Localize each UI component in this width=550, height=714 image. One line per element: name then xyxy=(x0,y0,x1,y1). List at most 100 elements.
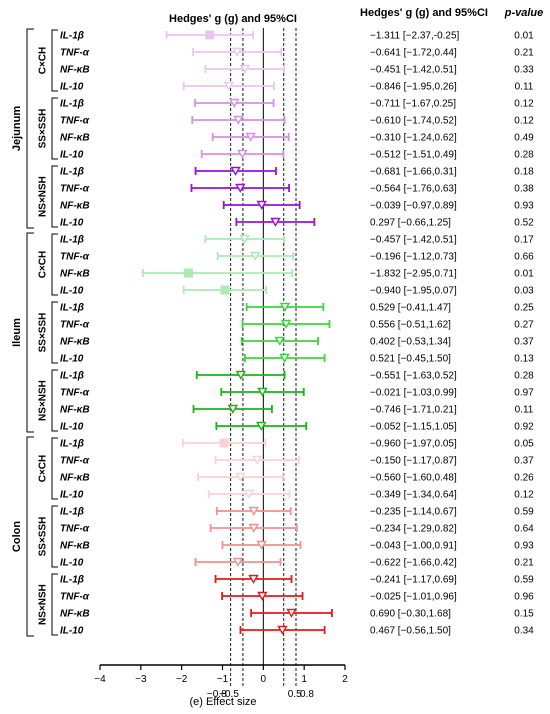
p-value: 0.93 xyxy=(514,201,534,212)
stat-text: −0.960 [−1.97,0.05] xyxy=(370,439,457,450)
p-value: 0.21 xyxy=(514,48,534,59)
point-triangle xyxy=(280,319,292,329)
point-triangle xyxy=(233,115,244,125)
point-triangle xyxy=(279,302,291,312)
row-label: IL-1β xyxy=(60,99,84,110)
row-label: TNF-α xyxy=(60,48,90,59)
point-triangle xyxy=(232,557,244,567)
point-triangle xyxy=(243,489,255,499)
point-triangle xyxy=(257,387,268,397)
row-label: TNF-α xyxy=(60,184,90,195)
group-bracket xyxy=(51,97,58,160)
stat-text: −0.681 [−1.66,0.31] xyxy=(370,167,457,178)
stat-text: −0.641 [−1.72,0.44] xyxy=(370,48,457,59)
x-tick-label: −3 xyxy=(135,674,147,685)
row-label: IL-10 xyxy=(60,286,84,297)
p-value: 0.96 xyxy=(514,592,534,603)
row-label: IL-1β xyxy=(60,167,84,178)
group-bracket xyxy=(51,29,58,92)
stats-header: Hedges' g (g) and 95%CI xyxy=(360,7,488,19)
p-value: 0.15 xyxy=(514,609,534,620)
group-bracket xyxy=(51,437,58,500)
group-label: NS×NSH xyxy=(38,584,49,625)
point-triangle xyxy=(248,574,259,584)
stat-text: 0.556 [−0.51,1.62] xyxy=(370,320,451,331)
point-triangle xyxy=(248,506,259,516)
p-value: 0.26 xyxy=(514,473,534,484)
stat-text: −0.846 [−1.95,0.26] xyxy=(370,82,457,93)
row-label: TNF-α xyxy=(60,592,90,603)
stat-text: −0.025 [−1.01,0.96] xyxy=(370,592,457,603)
p-value: 0.12 xyxy=(514,99,534,110)
row-label: NF-κB xyxy=(60,269,90,280)
row-label: TNF-α xyxy=(60,320,90,331)
row-label: IL-1β xyxy=(60,31,84,42)
stat-text: −0.560 [−1.60,0.48] xyxy=(370,473,457,484)
p-value: 0.01 xyxy=(514,31,534,42)
forest-rows: IL-1β −1.311 [−2.37,-0.25] 0.01 TNF-α −0.641… xyxy=(60,30,534,637)
row-label: IL-10 xyxy=(60,150,84,161)
group-bracket xyxy=(51,573,58,636)
point-triangle xyxy=(235,370,247,380)
row-label: IL-1β xyxy=(60,371,84,382)
p-value: 0.11 xyxy=(515,405,534,416)
plot-header: Hedges' g (g) and 95%CI xyxy=(169,13,297,25)
x-tick-label: −1 xyxy=(217,674,229,685)
stat-text: −0.746 [−1.71,0.21] xyxy=(370,405,457,416)
point-triangle xyxy=(256,421,267,431)
stat-text: −0.150 [−1.17,0.87] xyxy=(370,456,457,467)
row-label: IL-1β xyxy=(60,439,84,450)
stat-text: 0.402 [−0.53,1.34] xyxy=(370,337,451,348)
point-triangle xyxy=(270,217,281,227)
group-label: SS×SSH xyxy=(38,313,49,353)
group-label: NS×NSH xyxy=(38,176,49,217)
p-value: 0.37 xyxy=(514,456,534,467)
x-tick-label: 1 xyxy=(301,674,307,685)
x-tick-label: 2 xyxy=(342,674,348,685)
point-triangle xyxy=(227,404,239,414)
stat-text: −0.711 [−1.67,0.25] xyxy=(370,99,456,110)
p-value-header: p-value xyxy=(504,7,544,19)
point-triangle xyxy=(231,47,243,57)
p-value: 0.93 xyxy=(514,541,534,552)
p-value: 0.01 xyxy=(514,269,534,280)
point-triangle xyxy=(239,64,251,74)
row-label: NF-κB xyxy=(60,133,90,144)
point-triangle xyxy=(257,591,268,601)
p-value: 0.52 xyxy=(514,218,534,229)
p-value: 0.37 xyxy=(514,337,534,348)
p-value: 0.25 xyxy=(514,303,534,314)
x-tick-label: 0 xyxy=(261,674,267,685)
ref-line-label: 0.5 xyxy=(288,689,302,700)
section-bracket xyxy=(26,28,34,229)
section-bracket xyxy=(26,436,34,637)
p-value: 0.12 xyxy=(514,116,534,127)
group-bracket xyxy=(51,505,58,568)
p-value: 0.66 xyxy=(514,252,534,263)
p-value: 0.28 xyxy=(514,150,534,161)
point-triangle xyxy=(245,132,256,142)
stat-text: −0.622 [−1.66,0.42] xyxy=(370,558,457,569)
p-value: 0.05 xyxy=(514,439,534,450)
p-value: 0.59 xyxy=(514,575,534,586)
stat-text: −0.610 [−1.74,0.52] xyxy=(370,116,457,127)
x-axis-label: (e) Effect size xyxy=(189,696,256,708)
point-triangle xyxy=(252,455,263,465)
section-label: Jejunum xyxy=(11,106,23,151)
point-triangle xyxy=(248,523,259,533)
p-value: 0.49 xyxy=(514,133,534,144)
row-label: IL-1β xyxy=(60,303,84,314)
point-square xyxy=(184,268,194,278)
section-bracket xyxy=(26,232,34,433)
group-bracket xyxy=(51,233,58,296)
row-label: TNF-α xyxy=(60,388,90,399)
ref-line-label: 0.8 xyxy=(300,689,314,700)
row-label: NF-κB xyxy=(60,609,90,620)
point-triangle xyxy=(229,98,240,108)
row-label: IL-10 xyxy=(60,354,84,365)
row-label: IL-10 xyxy=(60,558,84,569)
stat-text: 0.467 [−0.56,1.50] xyxy=(370,626,451,637)
row-label: IL-10 xyxy=(60,490,84,501)
reference-lines xyxy=(230,28,297,687)
